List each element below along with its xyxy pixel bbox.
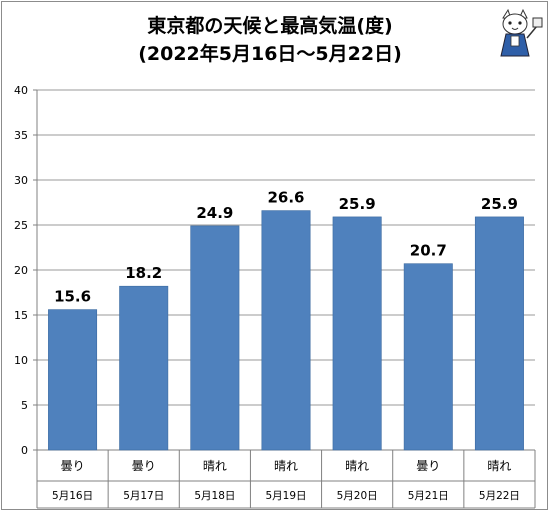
y-tick-label: 30	[14, 174, 28, 187]
axis-layer: 0 5 10 15 20 25 30 35 40	[14, 84, 536, 509]
x-tick-label: 5月17日	[123, 490, 164, 502]
label-layer: 15.6 曇り 5月16日 18.2 曇り 5月17日 24.9 晴れ 5月18日 26.6 晴れ 5…	[52, 189, 520, 502]
y-tick-label: 20	[14, 264, 28, 277]
data-label: 24.9	[196, 204, 233, 222]
bar	[190, 225, 240, 451]
x-tick-label: 5月20日	[337, 490, 378, 502]
bar-layer	[48, 210, 524, 451]
x-tick-label: 5月16日	[52, 490, 93, 502]
bar	[403, 263, 453, 451]
data-label: 18.2	[125, 264, 162, 282]
weather-label: 曇り	[132, 459, 156, 473]
y-tick-label: 0	[21, 444, 28, 457]
weather-label: 晴れ	[274, 459, 298, 473]
y-tick-label: 40	[14, 84, 28, 97]
weather-label: 晴れ	[345, 459, 369, 473]
data-label: 25.9	[481, 195, 518, 213]
x-tick-label: 5月19日	[265, 490, 306, 502]
chart-title-line1: 東京都の天候と最高気温(度)	[147, 14, 392, 37]
data-label: 20.7	[410, 242, 447, 260]
y-tick-label: 25	[14, 219, 28, 232]
bar	[119, 285, 169, 451]
weather-label: 晴れ	[487, 459, 511, 473]
cat-mascot-icon	[500, 8, 543, 57]
weather-label: 曇り	[61, 459, 85, 473]
data-label: 26.6	[267, 189, 304, 207]
y-tick-label: 35	[14, 129, 28, 142]
data-label: 15.6	[54, 288, 91, 306]
y-tick-label: 10	[14, 354, 28, 367]
bar	[261, 210, 311, 451]
bar	[48, 309, 98, 451]
x-tick-label: 5月22日	[479, 490, 520, 502]
y-tick-label: 5	[21, 399, 28, 412]
chart-title-line2: (2022年5月16日～5月22日)	[138, 42, 402, 65]
y-tick-label: 15	[14, 309, 28, 322]
bar	[474, 216, 524, 451]
bar	[332, 216, 382, 451]
weather-label: 晴れ	[203, 459, 227, 473]
x-tick-label: 5月18日	[194, 490, 235, 502]
data-label: 25.9	[339, 195, 376, 213]
weather-label: 曇り	[416, 459, 440, 473]
x-tick-label: 5月21日	[408, 490, 449, 502]
